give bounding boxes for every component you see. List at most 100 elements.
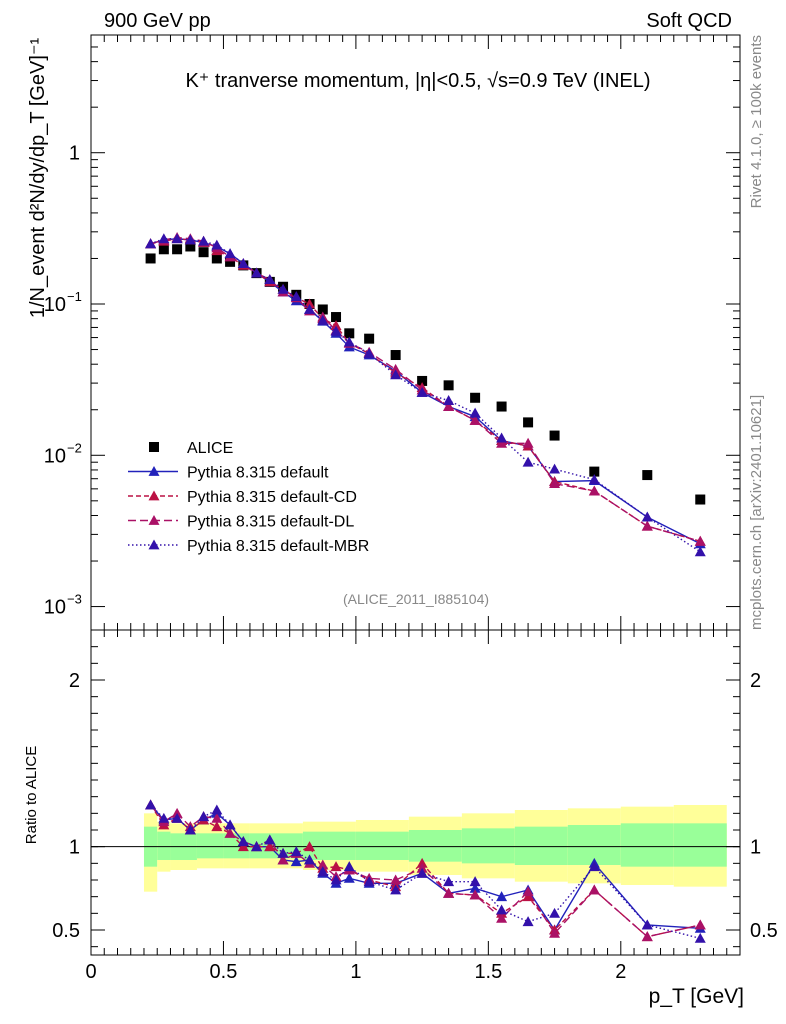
legend-label: Pythia 8.315 default [187,465,329,482]
ratio-marker-mbr [496,904,508,915]
ratio-marker-cd [264,841,276,852]
ratio-marker-cd [522,891,534,902]
main-marker-mbr [171,233,183,244]
header-right: Soft QCD [646,10,732,32]
main-marker-mbr [443,395,455,405]
ratio-band-inner [514,826,568,865]
main-marker-mbr [469,407,481,418]
ratio-marker-dl [522,886,534,897]
main-marker-mbr [330,325,342,336]
main-marker-dl [549,478,561,488]
main-marker-mbr [211,239,223,250]
alice-point [158,244,169,255]
legend-marker-cd [148,490,160,501]
main-marker-mbr [522,456,534,467]
main-marker-mbr [304,303,316,314]
alice-point [185,241,196,252]
ratio-marker-default [496,891,508,902]
ratio-uncertainty-bands [143,805,727,892]
main-marker-mbr [277,283,289,294]
main-marker-mbr [264,274,276,284]
alice-point [523,417,534,428]
legend-label: ALICE [187,440,233,457]
ratio-band-inner [196,833,224,859]
ratio-marker-cd [237,841,249,852]
mcplots-label: mcplots.cern.ch [arXiv:2401.10621] [748,395,765,630]
x-tick-label: 0 [85,961,96,983]
rivet-label: Rivet 4.1.0, ≥ 100k events [748,35,765,208]
ratio-marker-mbr [198,811,210,822]
ratio-panel: 0.5 0.51 12 20 0.5 1 1.5 2 [52,629,778,983]
ratio-marker-dl [211,812,223,823]
main-marker-mbr [694,546,706,557]
x-tick-label: 1 [350,961,361,983]
main-marker-mbr [237,258,249,268]
main-marker-dl [390,363,402,374]
ratio-marker-mbr [277,847,289,858]
ratio-marker-default [469,882,481,893]
alice-point [496,401,507,412]
ratio-marker-mbr [390,884,402,895]
main-marker-mbr [588,474,600,485]
main-y-tick-exponent: −3 [67,592,82,607]
alice-point [331,312,342,323]
main-y-tick-label: 10 [44,445,66,467]
ratio-y-tick-label: 0.5 [52,920,80,942]
main-marker-mbr [145,238,157,249]
ratio-marker-default [290,856,302,867]
legend: ALICE Pythia 8.315 default Pythia 8.315 de… [128,440,369,555]
ratio-marker-dl [317,859,329,870]
alice-point [145,253,156,264]
legend-label: Pythia 8.315 default-CD [187,489,357,506]
ratio-marker-cd [416,857,428,868]
ratio-marker-cd [211,821,223,832]
legend-alice-marker [149,442,159,452]
alice-point [549,430,560,441]
ratio-marker-dl [694,919,706,930]
ratio-marker-dl [641,931,653,942]
main-marker-mbr [390,369,402,380]
main-marker-mbr [290,291,302,301]
header-left: 900 GeV pp [104,10,211,32]
alice-point [364,333,375,344]
main-marker-mbr [641,511,653,522]
main-marker-mbr [496,432,508,443]
main-y-ticks: 110−110−210−3 [44,34,741,630]
alice-point [211,253,222,264]
main-marker-mbr [363,348,375,359]
legend-label: Pythia 8.315 default-MBR [187,538,369,555]
ratio-band-inner [673,823,727,867]
ratio-marker-mbr [145,799,157,810]
main-title: K⁺ tranverse momentum, |η|<0.5, √s=0.9 T… [185,70,650,92]
alice-point [695,494,706,505]
ratio-marker-default [343,872,355,883]
alice-point [198,247,209,258]
ratio-marker-mbr [211,804,223,815]
alice-point [344,328,355,339]
main-marker-mbr [224,248,236,259]
main-marker-mbr [251,267,263,278]
alice-point [390,350,401,361]
ratio-marker-mbr [330,874,342,885]
ratio-marker-dl [390,874,402,885]
ratio-marker-dl [496,912,508,923]
ratio-marker-mbr [549,907,561,918]
ratio-marker-mbr [363,876,375,887]
ratio-marker-mbr [694,932,706,943]
main-marker-mbr [317,314,329,325]
ratio-marker-dl [443,887,455,898]
ratio-marker-mbr [443,876,455,887]
ratio-marker-dl [416,862,428,873]
ratio-ticks: 0.5 0.51 12 20 0.5 1 1.5 2 [52,630,778,983]
alice-point [589,466,600,477]
ratio-band-inner [408,830,462,862]
ratio-plot-frame [90,629,741,956]
ratio-marker-cd [304,841,316,852]
main-marker-mbr [184,234,196,245]
legend-marker-default [148,466,160,476]
legend-marker-dl [148,515,160,525]
ratio-band-inner [355,831,409,860]
x-axis-label: p_T [GeV] [649,985,744,1008]
main-marker-mbr [158,233,170,244]
